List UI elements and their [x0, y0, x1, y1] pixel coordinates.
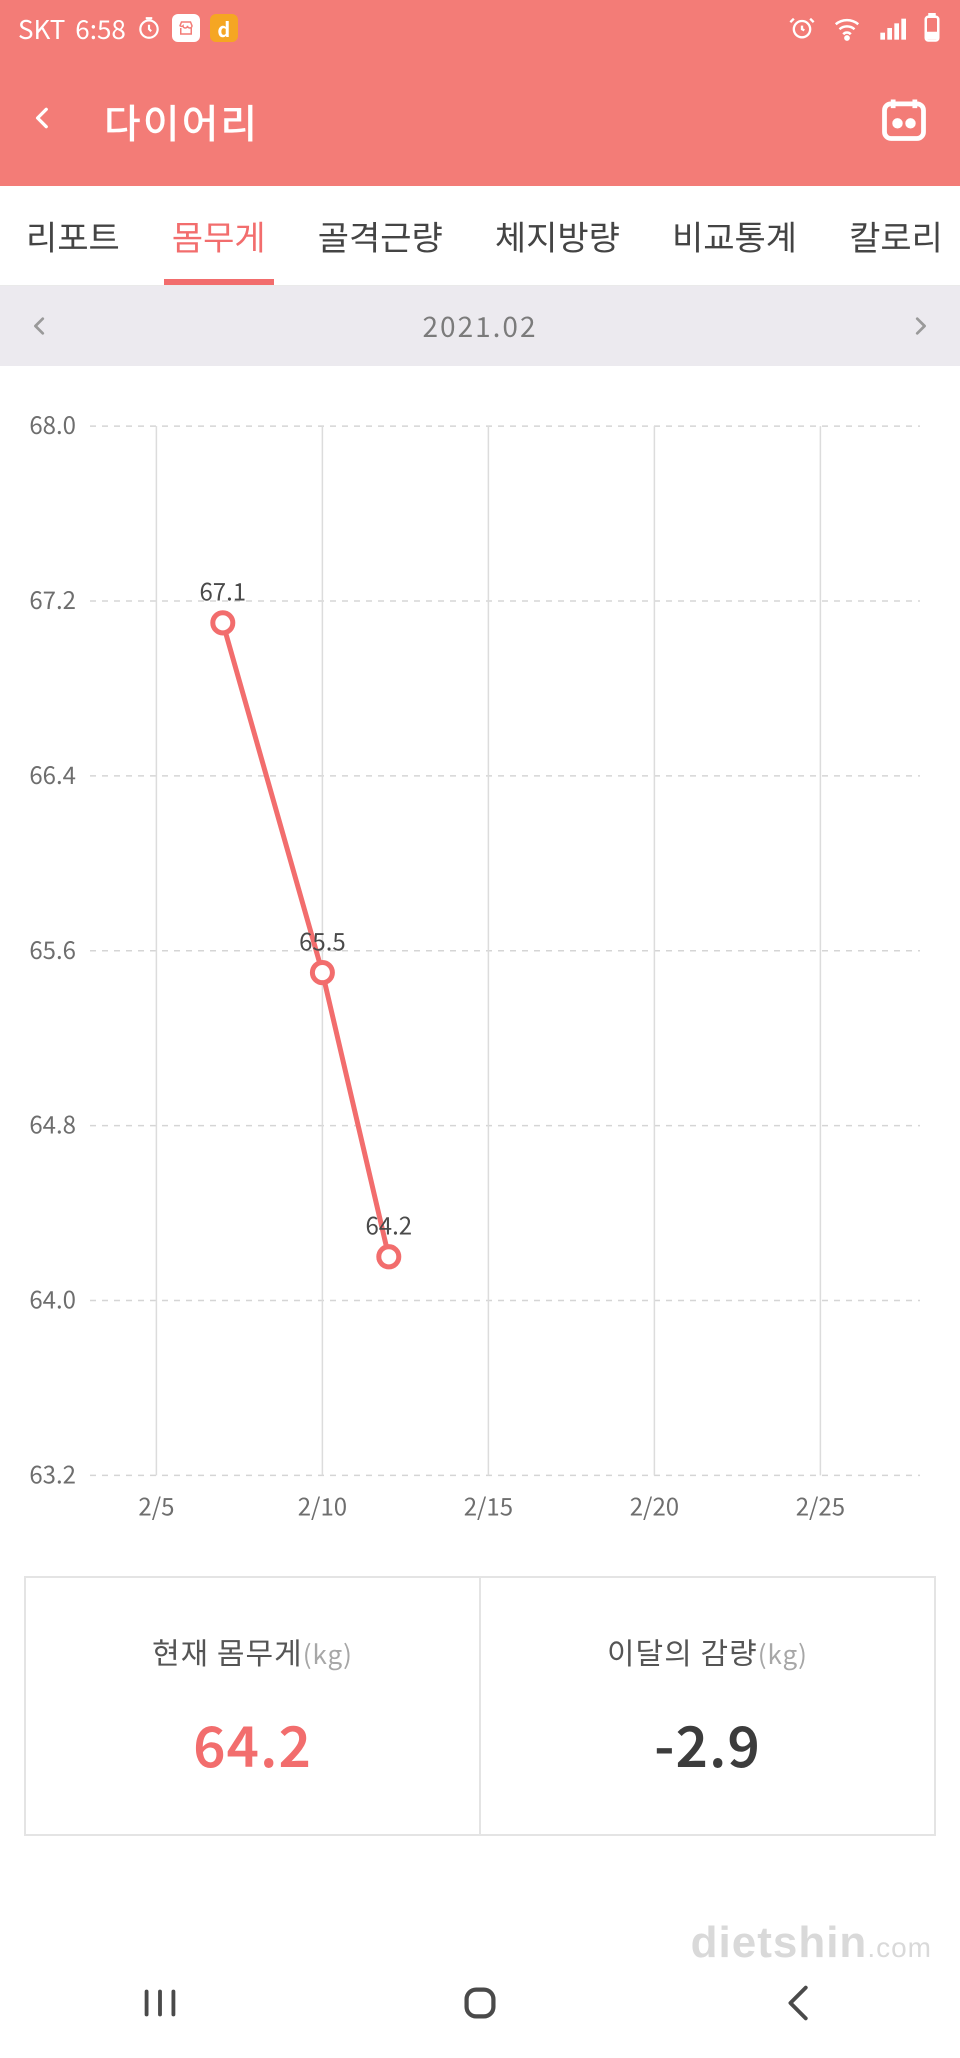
alarm-icon [788, 14, 816, 42]
svg-text:63.2: 63.2 [29, 1455, 76, 1490]
month-selector: 2021.02 [0, 286, 960, 366]
summary-current-unit: (kg) [303, 1635, 353, 1672]
clock-label: 6:58 [75, 10, 126, 47]
signal-icon [878, 14, 906, 42]
svg-text:66.4: 66.4 [29, 756, 76, 791]
tab-calorie[interactable]: 칼로리 [823, 186, 960, 285]
svg-text:65.5: 65.5 [299, 922, 346, 957]
tabs: 리포트 몸무게 골격근량 체지방량 비교통계 칼로리 [0, 186, 960, 286]
summary-current-title-text: 현재 몸무게 [152, 1629, 303, 1673]
wifi-icon [832, 13, 862, 43]
summary-current: 현재 몸무게(kg) 64.2 [26, 1578, 479, 1834]
svg-text:64.8: 64.8 [29, 1106, 76, 1141]
status-right [788, 13, 942, 43]
prev-month-button[interactable] [20, 300, 60, 352]
tab-report[interactable]: 리포트 [0, 186, 146, 285]
battery-icon [922, 13, 942, 43]
tab-bodyfat[interactable]: 체지방량 [469, 186, 646, 285]
svg-text:2/5: 2/5 [138, 1488, 174, 1523]
back-button[interactable] [30, 92, 70, 150]
page-title: 다이어리 [70, 92, 878, 150]
svg-text:64.0: 64.0 [29, 1280, 76, 1315]
app-header: 다이어리 [0, 56, 960, 186]
svg-text:68.0: 68.0 [29, 416, 76, 441]
svg-text:67.2: 67.2 [29, 581, 76, 616]
summary-panel: 현재 몸무게(kg) 64.2 이달의 감량(kg) -2.9 [24, 1576, 936, 1836]
music-icon: d [210, 14, 238, 42]
svg-text:2/15: 2/15 [464, 1488, 513, 1523]
summary-delta-value: -2.9 [654, 1703, 761, 1784]
svg-text:2/20: 2/20 [630, 1488, 679, 1523]
system-navbar [0, 1948, 960, 2058]
nav-recent-button[interactable] [100, 1973, 220, 2033]
nav-home-button[interactable] [420, 1973, 540, 2033]
summary-delta-unit: (kg) [758, 1635, 808, 1672]
summary-delta-title-text: 이달의 감량 [607, 1629, 758, 1673]
status-bar: SKT 6:58 d [0, 0, 960, 56]
svg-text:2/10: 2/10 [298, 1488, 347, 1523]
month-label: 2021.02 [422, 306, 537, 346]
tab-muscle[interactable]: 골격근량 [292, 186, 469, 285]
timer-icon [136, 15, 162, 41]
store-icon [172, 14, 200, 42]
svg-text:67.1: 67.1 [199, 573, 246, 608]
weight-chart: 68.0 67.2 66.4 65.6 64.8 64.0 63.2 2/5 2/10 2/15 2… [0, 366, 960, 1546]
next-month-button[interactable] [900, 300, 940, 352]
carrier-label: SKT [18, 10, 65, 47]
tab-weight[interactable]: 몸무게 [146, 186, 292, 285]
svg-text:64.2: 64.2 [365, 1206, 412, 1241]
nav-back-button[interactable] [740, 1973, 860, 2033]
summary-delta: 이달의 감량(kg) -2.9 [479, 1578, 934, 1834]
calendar-button[interactable] [878, 93, 930, 150]
summary-current-title: 현재 몸무게(kg) [152, 1629, 353, 1673]
summary-current-value: 64.2 [193, 1703, 312, 1784]
status-left: SKT 6:58 d [18, 10, 238, 47]
svg-text:2/25: 2/25 [796, 1488, 845, 1523]
svg-text:65.6: 65.6 [29, 931, 76, 966]
summary-delta-title: 이달의 감량(kg) [607, 1629, 808, 1673]
tab-compare[interactable]: 비교통계 [646, 186, 823, 285]
